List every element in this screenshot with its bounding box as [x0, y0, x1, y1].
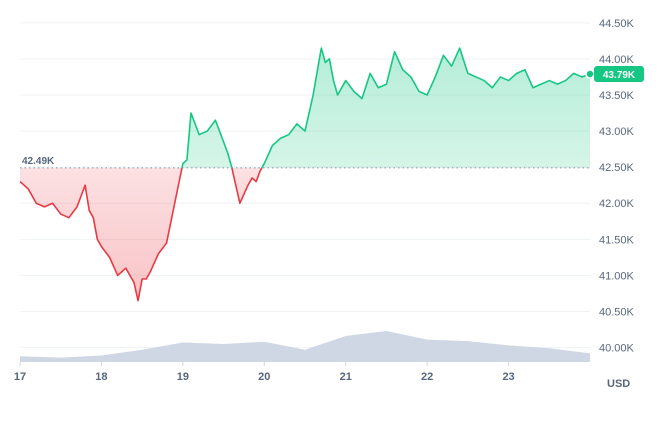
price-fill — [20, 48, 590, 301]
y-tick-label: 41.50K — [599, 234, 635, 246]
current-price-dot — [585, 69, 595, 79]
x-tick-label: 20 — [258, 371, 270, 383]
y-tick-label: 44.50K — [599, 18, 635, 30]
y-tick-label: 40.50K — [599, 306, 635, 318]
price-fill-up — [20, 48, 590, 168]
x-tick-label: 21 — [340, 371, 352, 383]
current-price-badge — [594, 66, 644, 83]
y-tick-label: 44.00K — [599, 54, 635, 66]
x-axis: 17 18 19 20 21 22 23 — [14, 362, 515, 383]
price-fill-down — [20, 167, 262, 301]
y-axis: 40.00K 40.50K 41.00K 41.50K 42.00K 42.50K 43.0… — [599, 18, 635, 355]
current-price-label: 43.79K — [603, 70, 636, 81]
y-tick-label: 41.00K — [599, 270, 635, 282]
price-line-up — [181, 47, 591, 168]
x-tick-label: 18 — [95, 371, 107, 383]
x-tick-label: 23 — [502, 371, 514, 383]
y-tick-label: 42.00K — [599, 198, 635, 210]
currency-label: USD — [607, 378, 630, 390]
x-tick-label: 19 — [177, 371, 189, 383]
price-line-down — [19, 167, 263, 302]
volume-series — [20, 330, 590, 362]
y-tick-label: 43.00K — [599, 126, 635, 138]
x-tick-label: 22 — [421, 371, 433, 383]
y-tick-label: 42.50K — [599, 162, 635, 174]
x-tick-label: 17 — [14, 371, 26, 383]
price-lines — [19, 47, 591, 302]
volume-area — [20, 330, 590, 362]
y-tick-label: 43.50K — [599, 90, 635, 102]
open-price-label: 42.49K — [22, 156, 55, 167]
y-tick-label: 40.00K — [599, 343, 635, 355]
